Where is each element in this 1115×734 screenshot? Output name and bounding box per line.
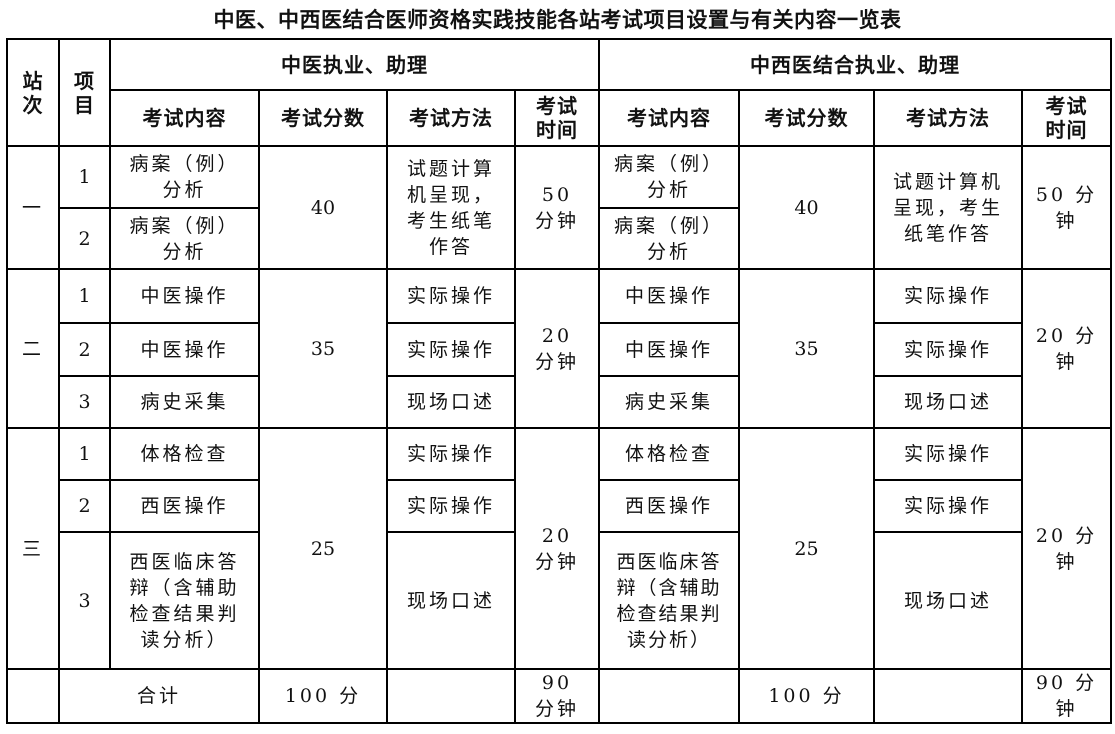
int-content: 病史采集 [598, 375, 740, 429]
table-row: 2 病案（例）分析 病案（例）分析 [7, 207, 1111, 270]
header-content: 考试内容 [109, 89, 260, 147]
int-total-time: 90 分钟 [1021, 668, 1112, 724]
table-title: 中医、中西医结合医师资格实践技能各站考试项目设置与有关内容一览表 [213, 7, 902, 32]
header-score: 考试分数 [738, 89, 875, 147]
item-no: 3 [58, 531, 111, 670]
tcm-method: 实际操作 [386, 479, 516, 533]
item-no: 2 [58, 479, 111, 533]
exam-table: 站次 项目 中医执业、助理 中西医结合执业、助理 考试内容 考试分数 考试方法 … [6, 38, 1112, 724]
int-time: 20 分钟 [1021, 268, 1112, 429]
tcm-content: 病史采集 [109, 375, 260, 429]
tcm-time: 20 分钟 [514, 427, 600, 670]
int-content: 体格检查 [598, 427, 740, 481]
tcm-method: 实际操作 [386, 427, 516, 481]
int-method: 现场口述 [873, 531, 1023, 670]
tcm-method: 现场口述 [386, 375, 516, 429]
tcm-content: 病案（例）分析 [109, 207, 260, 270]
int-content: 中医操作 [598, 268, 740, 324]
header-method: 考试方法 [873, 89, 1023, 147]
table-row: 一 1 病案（例）分析 40 试题计算机呈现，考生纸笔作答 50 分钟 病案（例… [6, 145, 1112, 270]
tcm-content: 西医操作 [109, 479, 260, 533]
tcm-time: 20 分钟 [514, 268, 600, 429]
tcm-method: 实际操作 [386, 268, 516, 324]
table-row: 2 中医操作 实际操作 中医操作 实际操作 [7, 322, 1111, 377]
int-method: 实际操作 [873, 479, 1023, 533]
tcm-content: 病案（例）分析 [109, 145, 260, 209]
empty-cell [6, 668, 60, 724]
int-score: 25 [738, 427, 875, 670]
header-station: 站次 [6, 38, 60, 147]
int-total-score: 100 分 [738, 668, 875, 724]
tcm-method: 现场口述 [386, 531, 516, 670]
total-label: 合计 [58, 668, 260, 724]
header-group-integrated: 中西医结合执业、助理 [598, 38, 1112, 91]
int-time: 50 分钟 [1021, 145, 1112, 270]
item-no: 1 [58, 268, 111, 324]
tcm-content: 西医临床答辩（含辅助检查结果判读分析） [109, 531, 260, 670]
int-method: 试题计算机呈现，考生纸笔作答 [873, 145, 1023, 270]
int-method: 实际操作 [873, 322, 1023, 377]
table-row: 三 1 体格检查 25 实际操作 20 分钟 体格检查 25 实际操作 20 分… [6, 427, 1112, 670]
header-method: 考试方法 [386, 89, 516, 147]
item-no: 2 [58, 322, 111, 377]
item-no: 1 [58, 145, 111, 209]
int-content: 西医临床答辩（含辅助检查结果判读分析） [598, 531, 740, 670]
table-row: 3 西医临床答辩（含辅助检查结果判读分析） 现场口述 西医临床答辩（含辅助检查结… [7, 531, 1111, 670]
total-row: 合计 100 分 90 分钟 100 分 90 分钟 [6, 668, 1112, 724]
int-method: 实际操作 [873, 427, 1023, 481]
table-row: 2 西医操作 实际操作 西医操作 实际操作 [7, 479, 1111, 533]
int-content: 病案（例）分析 [598, 145, 740, 209]
tcm-score: 40 [258, 145, 388, 270]
int-content: 中医操作 [598, 322, 740, 377]
tcm-content: 中医操作 [109, 268, 260, 324]
tcm-method: 实际操作 [386, 322, 516, 377]
int-score: 40 [738, 145, 875, 270]
item-no: 1 [58, 427, 111, 481]
tcm-score: 25 [258, 427, 388, 670]
tcm-content: 中医操作 [109, 322, 260, 377]
table-row: 3 病史采集 现场口述 病史采集 现场口述 [7, 375, 1111, 429]
header-score: 考试分数 [258, 89, 388, 147]
station-name: 一 [6, 145, 60, 270]
int-score: 35 [738, 268, 875, 429]
int-method: 现场口述 [873, 375, 1023, 429]
tcm-score: 35 [258, 268, 388, 429]
item-no: 2 [58, 207, 111, 270]
header-item: 项目 [58, 38, 111, 147]
header-content: 考试内容 [598, 89, 740, 147]
header-time: 考试时间 [514, 89, 600, 147]
tcm-method: 试题计算机呈现，考生纸笔作答 [386, 145, 516, 270]
tcm-total-score: 100 分 [258, 668, 388, 724]
tcm-time: 50 分钟 [514, 145, 600, 270]
int-time: 20 分钟 [1021, 427, 1112, 670]
tcm-total-time: 90 分钟 [514, 668, 600, 724]
int-content: 西医操作 [598, 479, 740, 533]
header-time: 考试时间 [1021, 89, 1112, 147]
item-no: 3 [58, 375, 111, 429]
station-name: 二 [6, 268, 60, 429]
empty-cell [598, 668, 740, 724]
int-content: 病案（例）分析 [598, 207, 740, 270]
tcm-content: 体格检查 [109, 427, 260, 481]
int-method: 实际操作 [873, 268, 1023, 324]
table-row: 二 1 中医操作 35 实际操作 20 分钟 中医操作 35 实际操作 20 分… [6, 268, 1112, 429]
empty-cell [386, 668, 516, 724]
station-name: 三 [6, 427, 60, 670]
empty-cell [873, 668, 1023, 724]
header-group-tcm: 中医执业、助理 [109, 38, 600, 91]
